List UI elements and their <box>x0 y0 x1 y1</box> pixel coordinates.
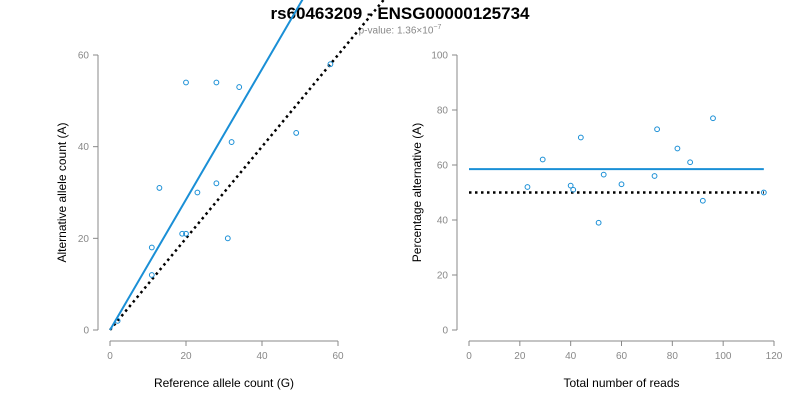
fit-line <box>109 0 304 331</box>
y-tick-label: 20 <box>78 234 90 245</box>
y-axis-title: Percentage alternative (A) <box>410 123 424 262</box>
x-tick-label: 0 <box>466 351 472 362</box>
data-point <box>577 134 584 141</box>
data-point <box>148 244 155 251</box>
data-point <box>674 145 681 152</box>
x-tick-label: 20 <box>180 351 192 362</box>
data-point <box>524 184 531 190</box>
reference-line <box>109 0 386 331</box>
y-tick-label: 0 <box>442 326 448 337</box>
data-point <box>595 219 602 226</box>
data-point <box>114 317 121 324</box>
data-point <box>699 197 706 204</box>
data-point <box>156 185 163 191</box>
y-tick-label: 20 <box>437 271 449 282</box>
x-tick-label: 40 <box>256 351 268 362</box>
x-tick-label: 120 <box>766 351 783 362</box>
data-point <box>760 189 767 196</box>
data-point <box>293 130 300 136</box>
data-point <box>236 84 243 90</box>
data-point <box>651 173 658 179</box>
chart-title: rs60463209 - ENSG00000125734 <box>270 4 530 23</box>
data-point <box>600 171 607 178</box>
data-point <box>213 79 220 86</box>
x-tick-label: 20 <box>514 351 526 362</box>
data-point <box>618 181 625 188</box>
data-point <box>654 126 660 133</box>
y-tick-label: 0 <box>83 326 89 337</box>
data-point <box>213 180 220 187</box>
data-point <box>224 235 231 242</box>
x-tick-label: 60 <box>616 351 628 362</box>
x-axis-title: Reference allele count (G) <box>154 376 294 390</box>
panel-2: 0 20 40 60 80 100 120 0 20 40 60 80 100 Total number … <box>410 51 783 391</box>
data-point <box>570 186 577 193</box>
y-tick-label: 100 <box>431 51 448 62</box>
x-tick-label: 100 <box>715 351 732 362</box>
data-point <box>567 182 574 189</box>
y-axis-title: Alternative allele count (A) <box>55 122 69 262</box>
x-axis-title: Total number of reads <box>563 376 679 390</box>
data-point <box>327 61 334 68</box>
data-point <box>183 79 189 86</box>
y-tick-label: 60 <box>437 161 449 172</box>
x-tick-label: 0 <box>107 351 113 362</box>
data-point <box>194 189 201 196</box>
data-point <box>148 272 155 278</box>
x-tick-label: 40 <box>565 351 577 362</box>
panel-1: 0 20 40 60 0 20 40 60 Reference allele count (G)… <box>55 0 386 390</box>
y-tick-label: 80 <box>437 106 449 117</box>
data-point <box>179 230 186 237</box>
y-tick-label: 40 <box>78 142 90 153</box>
y-tick-label: 60 <box>78 51 90 62</box>
x-tick-label: 80 <box>667 351 679 362</box>
data-point <box>539 156 546 163</box>
data-point <box>687 159 694 166</box>
x-tick-label: 60 <box>332 351 344 362</box>
chart-subtitle: p-value: 1.36×10−7 <box>0 24 800 36</box>
y-tick-label: 40 <box>437 216 449 227</box>
data-point <box>710 115 716 122</box>
data-point <box>183 230 189 237</box>
p-value-text: p-value: 1.36×10 <box>358 25 434 37</box>
data-point <box>228 139 235 145</box>
p-value-exponent: −7 <box>433 24 442 31</box>
